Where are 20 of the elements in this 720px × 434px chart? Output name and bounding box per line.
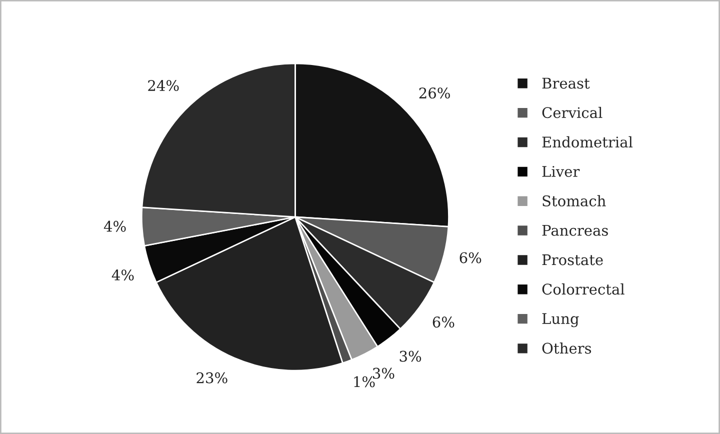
data-label: 26%	[419, 88, 450, 99]
legend-label: Stomach	[542, 195, 606, 206]
legend-label: Others	[542, 342, 592, 354]
legend-label: Endometrial	[542, 136, 633, 148]
data-label: 6%	[460, 252, 482, 264]
legend-label: Cervical	[542, 106, 602, 118]
legend-label: Liver	[542, 166, 580, 177]
data-label: 24%	[148, 80, 179, 92]
data-label: 6%	[432, 316, 454, 328]
data-label: 3%	[373, 368, 394, 379]
legend-label: Lung	[542, 313, 579, 328]
legend-label: Prostate	[542, 254, 603, 266]
data-label: 1%	[354, 376, 375, 388]
legend-label: Colorrectal	[542, 283, 624, 295]
legend-label: Pancreas	[542, 225, 608, 236]
legend-label: Breast	[542, 78, 590, 89]
data-label: 23%	[196, 372, 228, 384]
data-label: 4%	[104, 220, 126, 232]
data-label: 4%	[112, 269, 134, 280]
data-label: 3%	[400, 350, 422, 362]
